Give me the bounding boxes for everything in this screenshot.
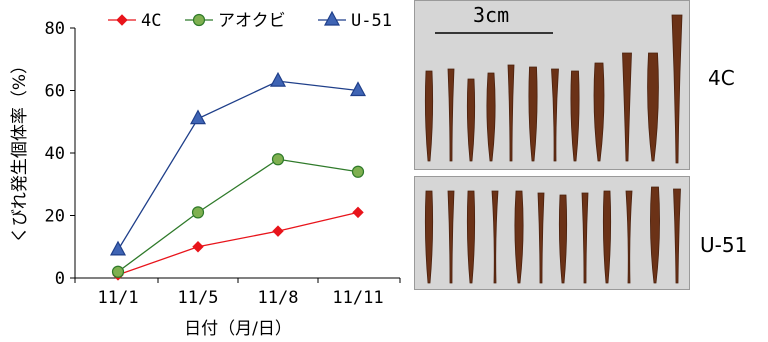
y-tick-label: 60 xyxy=(45,82,65,102)
carrot-root xyxy=(447,68,455,162)
carrot-root xyxy=(650,186,660,284)
data-point xyxy=(349,81,367,97)
series-line xyxy=(117,211,359,276)
data-point xyxy=(271,153,285,166)
y-axis-title: くびれ発生個体率（%） xyxy=(10,57,30,243)
chart-legend: 4C アオクビ U-51 xyxy=(108,10,392,31)
y-tick-label: 20 xyxy=(45,207,65,227)
series-2 xyxy=(111,153,365,278)
series-1 xyxy=(112,206,364,281)
data-point xyxy=(351,165,365,178)
carrot-root xyxy=(570,70,580,162)
data-point xyxy=(352,206,364,219)
carrot-root xyxy=(551,68,559,162)
carrot-root xyxy=(671,14,683,164)
x-tick-label: 11/11 xyxy=(332,288,383,308)
photo-label-u51: U-51 xyxy=(700,233,748,257)
carrot-roots-4c-image xyxy=(424,14,683,164)
legend-marker xyxy=(116,14,128,26)
x-axis-title: 日付（月/日） xyxy=(184,319,292,339)
carrot-root xyxy=(424,190,434,284)
carrot-photo-4c: 3cm xyxy=(414,0,690,170)
legend-label: U-51 xyxy=(351,11,392,31)
legend-entry: U-51 xyxy=(318,10,392,31)
carrot-root xyxy=(581,192,589,284)
data-point xyxy=(191,206,205,219)
legend-label: 4C xyxy=(141,11,161,31)
carrot-root xyxy=(625,190,633,284)
carrot-root xyxy=(466,190,476,284)
x-tick-label: 11/5 xyxy=(178,288,219,308)
data-point xyxy=(189,109,207,125)
carrot-root xyxy=(602,190,612,284)
legend-entry: アオクビ xyxy=(185,11,286,31)
y-tick-label: 0 xyxy=(55,269,65,289)
legend-marker xyxy=(323,10,341,26)
carrot-root xyxy=(647,52,659,162)
data-point xyxy=(192,241,204,253)
legend-label: アオクビ xyxy=(218,11,286,31)
carrot-root xyxy=(507,64,515,162)
carrot-root xyxy=(486,72,496,162)
legend-marker xyxy=(192,13,206,27)
carrot-root xyxy=(593,62,605,162)
y-tick-label: 80 xyxy=(45,19,65,39)
series-line xyxy=(117,158,359,273)
data-point xyxy=(111,265,125,278)
x-tick-label: 11/8 xyxy=(258,288,299,308)
series-3 xyxy=(109,71,367,256)
carrot-root xyxy=(466,78,476,162)
photo-label-4c: 4C xyxy=(708,66,735,90)
series-line xyxy=(117,80,359,251)
carrot-root xyxy=(537,192,545,284)
carrot-root xyxy=(673,188,681,284)
chart-series xyxy=(109,71,367,281)
data-point xyxy=(109,240,127,256)
chart-axes: 0 20 40 60 80 11/1 11/5 11/8 11/11 日付（月/日） くびれ発生個体… xyxy=(10,19,401,339)
x-tick-label: 11/1 xyxy=(98,288,139,308)
scale-bar-label: 3cm xyxy=(473,3,510,27)
y-tick-label: 40 xyxy=(45,144,65,164)
line-chart: 4C アオクビ U-51 0 20 40 60 80 11/1 11/5 11/8 11/11 日付（… xyxy=(10,10,401,339)
carrot-roots-u51-image xyxy=(424,186,681,284)
carrot-root xyxy=(424,70,434,162)
carrot-root xyxy=(514,190,524,284)
carrot-root xyxy=(447,190,455,284)
carrot-root xyxy=(528,66,538,162)
data-point xyxy=(272,225,284,237)
legend-entry: 4C xyxy=(108,11,161,31)
carrot-root xyxy=(491,190,499,284)
carrot-root xyxy=(558,194,568,284)
carrot-root xyxy=(622,52,632,162)
data-point xyxy=(269,71,287,87)
carrot-photo-u51 xyxy=(414,176,690,290)
